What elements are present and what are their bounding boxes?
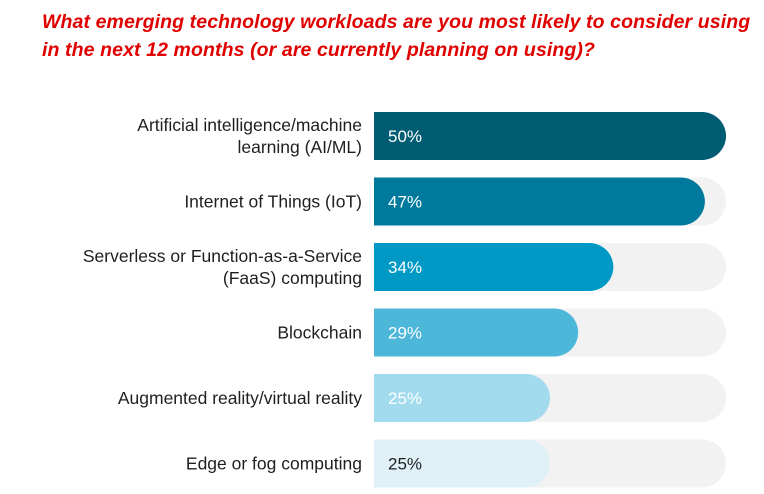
category-label: Edge or fog computing [186, 454, 362, 474]
category-label: Artificial intelligence/machine [137, 115, 362, 135]
bar [374, 177, 705, 226]
category-label: learning (AI/ML) [238, 137, 363, 157]
data-label: 34% [388, 258, 422, 277]
category-label: Augmented reality/virtual reality [118, 388, 362, 408]
bar [374, 112, 726, 160]
category-label: Internet of Things (IoT) [184, 192, 362, 212]
bar [374, 308, 579, 357]
chart-title: What emerging technology workloads are y… [42, 11, 751, 61]
data-label: 25% [388, 389, 422, 408]
bar [374, 374, 550, 422]
category-label: Blockchain [277, 323, 362, 343]
category-label: Serverless or Function-as-a-Service [83, 246, 362, 266]
data-label: 29% [388, 324, 422, 343]
data-label: 50% [388, 127, 422, 146]
data-label: 25% [388, 455, 422, 474]
data-label: 47% [388, 193, 422, 212]
bar [374, 439, 550, 488]
category-label: (FaaS) computing [223, 268, 362, 288]
bar [374, 243, 614, 291]
